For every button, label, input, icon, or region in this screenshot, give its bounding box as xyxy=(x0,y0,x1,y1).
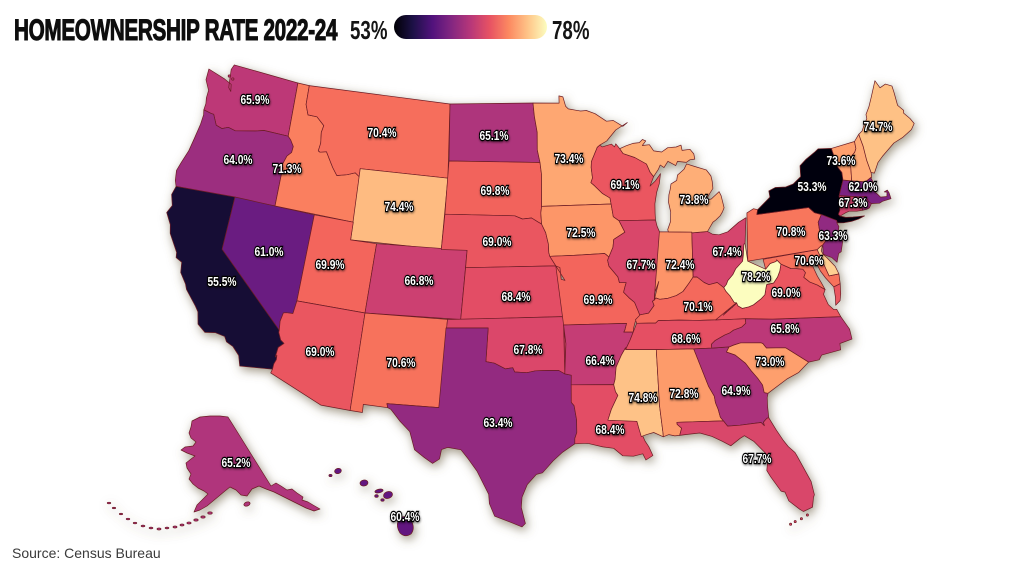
svg-text:70.6%: 70.6% xyxy=(795,253,824,268)
svg-text:61.0%: 61.0% xyxy=(255,244,284,259)
svg-text:65.2%: 65.2% xyxy=(222,455,251,470)
svg-text:67.4%: 67.4% xyxy=(713,244,742,259)
svg-text:68.6%: 68.6% xyxy=(672,331,701,346)
svg-text:67.7%: 67.7% xyxy=(627,257,656,272)
svg-text:67.8%: 67.8% xyxy=(514,342,543,357)
svg-text:69.1%: 69.1% xyxy=(611,177,640,192)
svg-text:74.8%: 74.8% xyxy=(629,390,658,405)
svg-text:66.4%: 66.4% xyxy=(586,353,615,368)
svg-text:69.9%: 69.9% xyxy=(584,292,613,307)
svg-text:64.9%: 64.9% xyxy=(722,383,751,398)
svg-text:71.3%: 71.3% xyxy=(273,161,302,176)
svg-text:72.5%: 72.5% xyxy=(567,225,596,240)
svg-text:74.4%: 74.4% xyxy=(385,199,414,214)
svg-text:65.9%: 65.9% xyxy=(241,92,270,107)
svg-text:70.8%: 70.8% xyxy=(777,224,806,239)
svg-text:69.8%: 69.8% xyxy=(481,183,510,198)
svg-text:72.8%: 72.8% xyxy=(670,386,699,401)
svg-text:65.1%: 65.1% xyxy=(480,128,509,143)
svg-text:69.0%: 69.0% xyxy=(306,344,335,359)
svg-text:65.8%: 65.8% xyxy=(771,321,800,336)
svg-text:73.4%: 73.4% xyxy=(555,151,584,166)
svg-text:67.3%: 67.3% xyxy=(839,195,868,210)
svg-text:70.6%: 70.6% xyxy=(387,355,416,370)
svg-text:78.2%: 78.2% xyxy=(742,269,771,284)
svg-text:70.1%: 70.1% xyxy=(684,299,713,314)
svg-text:69.0%: 69.0% xyxy=(772,285,801,300)
svg-text:69.9%: 69.9% xyxy=(316,257,345,272)
svg-text:53.3%: 53.3% xyxy=(798,179,827,194)
svg-text:69.0%: 69.0% xyxy=(483,234,512,249)
svg-text:73.8%: 73.8% xyxy=(680,192,709,207)
svg-text:67.7%: 67.7% xyxy=(743,451,772,466)
svg-text:72.4%: 72.4% xyxy=(666,257,695,272)
svg-text:64.0%: 64.0% xyxy=(224,152,253,167)
svg-text:60.4%: 60.4% xyxy=(391,509,420,524)
svg-text:68.4%: 68.4% xyxy=(502,289,531,304)
svg-text:62.0%: 62.0% xyxy=(849,179,878,194)
svg-text:63.3%: 63.3% xyxy=(819,228,848,243)
svg-text:66.8%: 66.8% xyxy=(405,273,434,288)
svg-text:63.4%: 63.4% xyxy=(484,415,513,430)
svg-text:74.7%: 74.7% xyxy=(864,119,893,134)
svg-text:55.5%: 55.5% xyxy=(208,274,237,289)
svg-text:73.6%: 73.6% xyxy=(827,153,856,168)
svg-text:73.0%: 73.0% xyxy=(756,354,785,369)
svg-text:68.4%: 68.4% xyxy=(596,422,625,437)
svg-text:70.4%: 70.4% xyxy=(368,125,397,140)
